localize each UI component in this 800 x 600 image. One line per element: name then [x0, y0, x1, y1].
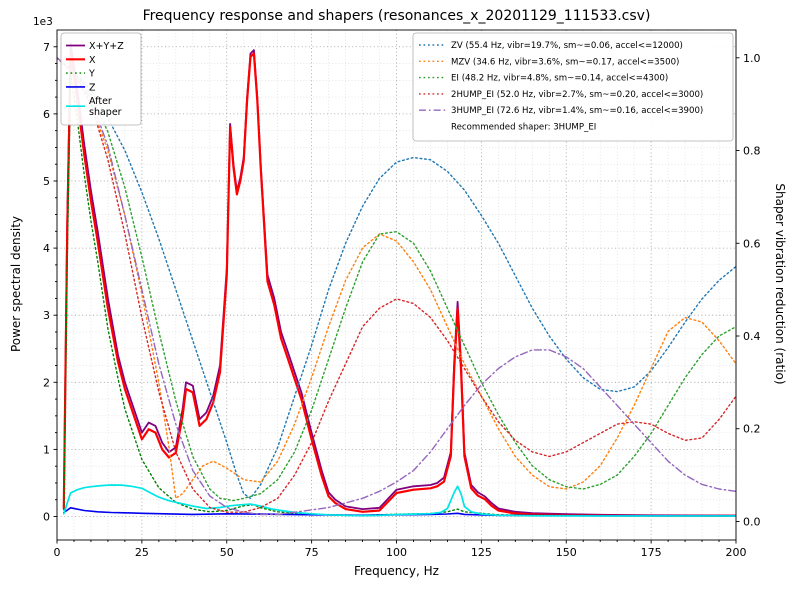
- svg-text:1.0: 1.0: [743, 52, 761, 65]
- series-mzv: [57, 57, 736, 499]
- svg-text:125: 125: [471, 546, 492, 559]
- svg-text:7: 7: [43, 41, 50, 54]
- svg-text:Recommended shaper: 3HUMP_EI: Recommended shaper: 3HUMP_EI: [451, 123, 596, 133]
- svg-text:X: X: [89, 55, 96, 66]
- svg-text:4: 4: [43, 242, 50, 255]
- svg-text:0.8: 0.8: [743, 145, 761, 158]
- svg-text:0.0: 0.0: [743, 515, 761, 528]
- svg-text:50: 50: [220, 546, 234, 559]
- svg-text:EI (48.2 Hz, vibr=4.8%, sm~=0.: EI (48.2 Hz, vibr=4.8%, sm~=0.14, accel<…: [451, 74, 668, 84]
- series-2hump-ei: [57, 57, 736, 513]
- svg-text:Z: Z: [89, 82, 96, 93]
- series-ei: [57, 57, 736, 502]
- series-x: [62, 52, 736, 517]
- svg-text:3HUMP_EI (72.6 Hz, vibr=1.4%,: 3HUMP_EI (72.6 Hz, vibr=1.4%, sm~=0.16, …: [451, 106, 703, 116]
- series-curves: [57, 42, 736, 517]
- svg-text:0.4: 0.4: [743, 330, 761, 343]
- series-y: [63, 72, 736, 517]
- series-3hump-ei: [57, 57, 736, 516]
- svg-text:200: 200: [726, 546, 747, 559]
- chart-title: Frequency response and shapers (resonanc…: [142, 8, 651, 24]
- svg-text:shaper: shaper: [89, 107, 122, 118]
- svg-text:6: 6: [43, 108, 50, 121]
- y-axis-offset-text: 1e3: [33, 16, 53, 28]
- svg-text:1: 1: [43, 443, 50, 456]
- legend-shapers: ZV (55.4 Hz, vibr=19.7%, sm~=0.06, accel…: [412, 32, 734, 142]
- svg-text:ZV (55.4 Hz, vibr=19.7%, sm~=0: ZV (55.4 Hz, vibr=19.7%, sm~=0.06, accel…: [451, 41, 683, 51]
- x-axis-label: Frequency, Hz: [354, 564, 439, 578]
- svg-text:Y: Y: [88, 69, 95, 80]
- tick-labels: 0 25 50 75 100 125 150 175 200 0 1 2 3 4 5 6 7 0.0 0.2 0.4 0…: [43, 41, 761, 559]
- svg-text:X+Y+Z: X+Y+Z: [89, 41, 124, 52]
- svg-text:0: 0: [54, 546, 61, 559]
- series-z: [62, 506, 736, 517]
- svg-text:0.6: 0.6: [743, 237, 761, 250]
- svg-text:After: After: [89, 96, 112, 107]
- series-after-shaper: [62, 484, 736, 517]
- svg-text:75: 75: [305, 546, 319, 559]
- svg-text:5: 5: [43, 175, 50, 188]
- svg-text:100: 100: [386, 546, 407, 559]
- svg-text:MZV (34.6 Hz, vibr=3.6%, sm~=0: MZV (34.6 Hz, vibr=3.6%, sm~=0.17, accel…: [451, 57, 679, 67]
- series-zv: [57, 57, 736, 499]
- svg-text:150: 150: [556, 546, 577, 559]
- svg-text:2HUMP_EI (52.0 Hz, vibr=2.7%,: 2HUMP_EI (52.0 Hz, vibr=2.7%, sm~=0.20, …: [451, 90, 703, 100]
- svg-text:2: 2: [43, 376, 50, 389]
- svg-text:175: 175: [641, 546, 662, 559]
- svg-text:0: 0: [43, 511, 50, 524]
- svg-text:25: 25: [135, 546, 149, 559]
- svg-text:0.2: 0.2: [743, 423, 761, 436]
- svg-text:3: 3: [43, 309, 50, 322]
- axis-ticks: [53, 46, 740, 544]
